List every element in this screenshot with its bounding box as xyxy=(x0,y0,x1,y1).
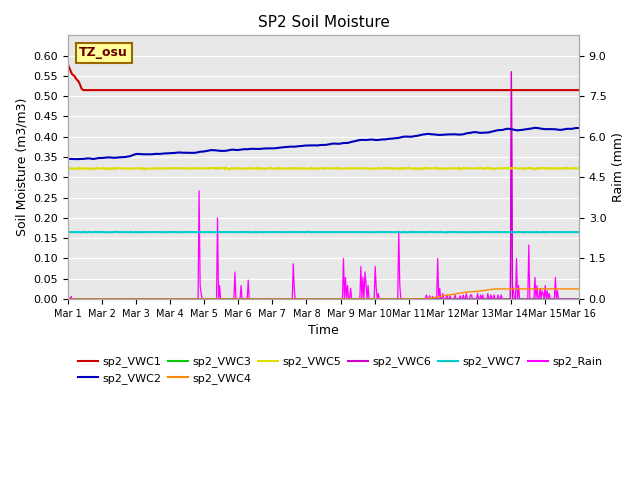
sp2_VWC5 xyxy=(484,165,492,171)
Legend: sp2_VWC1, sp2_VWC2, sp2_VWC3, sp2_VWC4, sp2_VWC5, sp2_VWC6, sp2_VWC7, sp2_Rain: sp2_VWC1, sp2_VWC2, sp2_VWC3, sp2_VWC4, … xyxy=(74,352,607,388)
sp2_VWC1 xyxy=(311,87,319,93)
sp2_VWC2 xyxy=(342,140,349,146)
Text: TZ_osu: TZ_osu xyxy=(79,47,128,60)
Y-axis label: Soil Moisture (m3/m3): Soil Moisture (m3/m3) xyxy=(15,98,28,236)
sp2_VWC3 xyxy=(563,296,570,302)
Line: sp2_Rain: sp2_Rain xyxy=(68,72,579,299)
sp2_VWC2 xyxy=(565,126,573,132)
sp2_VWC7 xyxy=(564,229,572,235)
sp2_VWC5 xyxy=(342,166,349,171)
sp2_VWC5 xyxy=(311,166,319,171)
sp2_VWC2 xyxy=(531,125,539,131)
sp2_VWC4 xyxy=(493,286,501,292)
sp2_VWC4 xyxy=(340,296,348,302)
sp2_Rain xyxy=(311,296,319,302)
sp2_Rain xyxy=(369,296,377,302)
Line: sp2_VWC1: sp2_VWC1 xyxy=(68,64,579,90)
Line: sp2_VWC6: sp2_VWC6 xyxy=(68,72,579,299)
sp2_VWC5 xyxy=(308,166,316,171)
sp2_VWC1 xyxy=(564,87,572,93)
sp2_VWC3 xyxy=(64,296,72,302)
sp2_VWC3 xyxy=(307,296,314,302)
sp2_VWC5 xyxy=(218,165,225,170)
sp2_VWC4 xyxy=(575,286,583,292)
sp2_VWC4 xyxy=(310,296,317,302)
sp2_VWC5 xyxy=(575,165,583,171)
sp2_VWC1 xyxy=(484,87,492,93)
sp2_Rain xyxy=(508,69,515,75)
sp2_VWC2 xyxy=(575,125,583,131)
sp2_VWC6 xyxy=(310,296,317,302)
sp2_VWC6 xyxy=(340,296,348,302)
sp2_VWC2 xyxy=(64,156,72,162)
sp2_VWC4 xyxy=(368,296,376,302)
sp2_VWC7 xyxy=(483,229,491,235)
sp2_Rain xyxy=(65,296,73,302)
sp2_Rain xyxy=(565,296,573,302)
sp2_VWC6 xyxy=(575,296,583,302)
sp2_VWC4 xyxy=(564,286,572,292)
sp2_VWC7 xyxy=(575,229,583,235)
sp2_VWC1 xyxy=(308,87,316,93)
sp2_VWC6 xyxy=(508,69,515,75)
sp2_VWC3 xyxy=(575,296,583,302)
sp2_VWC3 xyxy=(340,296,348,302)
sp2_VWC2 xyxy=(369,137,377,143)
sp2_VWC1 xyxy=(369,87,377,93)
sp2_VWC2 xyxy=(311,143,319,148)
sp2_VWC7 xyxy=(368,229,376,235)
sp2_VWC1 xyxy=(342,87,349,93)
sp2_VWC7 xyxy=(519,229,527,235)
sp2_VWC1 xyxy=(64,61,72,67)
sp2_VWC2 xyxy=(70,156,78,162)
sp2_VWC3 xyxy=(483,296,491,302)
sp2_VWC6 xyxy=(307,296,314,302)
sp2_VWC3 xyxy=(310,296,317,302)
sp2_VWC7 xyxy=(310,229,317,235)
sp2_Rain xyxy=(308,296,316,302)
sp2_VWC2 xyxy=(484,130,492,135)
sp2_VWC5 xyxy=(530,167,538,172)
sp2_VWC5 xyxy=(369,166,377,171)
sp2_VWC4 xyxy=(64,296,72,302)
sp2_Rain xyxy=(575,296,583,302)
sp2_VWC4 xyxy=(307,296,314,302)
sp2_VWC7 xyxy=(340,229,348,235)
X-axis label: Time: Time xyxy=(308,324,339,337)
sp2_VWC6 xyxy=(564,296,572,302)
sp2_Rain xyxy=(342,275,349,280)
sp2_VWC7 xyxy=(565,229,573,235)
sp2_VWC5 xyxy=(565,166,573,171)
sp2_VWC6 xyxy=(64,296,72,302)
sp2_VWC2 xyxy=(308,143,316,148)
sp2_Rain xyxy=(484,291,492,297)
sp2_VWC6 xyxy=(368,296,376,302)
sp2_VWC5 xyxy=(64,166,72,171)
Title: SP2 Soil Moisture: SP2 Soil Moisture xyxy=(257,15,389,30)
Line: sp2_VWC2: sp2_VWC2 xyxy=(68,128,579,159)
Y-axis label: Raim (mm): Raim (mm) xyxy=(612,132,625,202)
sp2_VWC6 xyxy=(483,296,491,302)
sp2_VWC3 xyxy=(368,296,376,302)
sp2_Rain xyxy=(64,293,72,299)
sp2_VWC1 xyxy=(79,87,87,93)
Line: sp2_VWC5: sp2_VWC5 xyxy=(68,168,579,169)
sp2_VWC1 xyxy=(575,87,583,93)
sp2_VWC7 xyxy=(64,229,72,235)
Line: sp2_VWC4: sp2_VWC4 xyxy=(68,289,579,299)
sp2_VWC7 xyxy=(307,229,314,235)
sp2_VWC4 xyxy=(483,287,491,293)
